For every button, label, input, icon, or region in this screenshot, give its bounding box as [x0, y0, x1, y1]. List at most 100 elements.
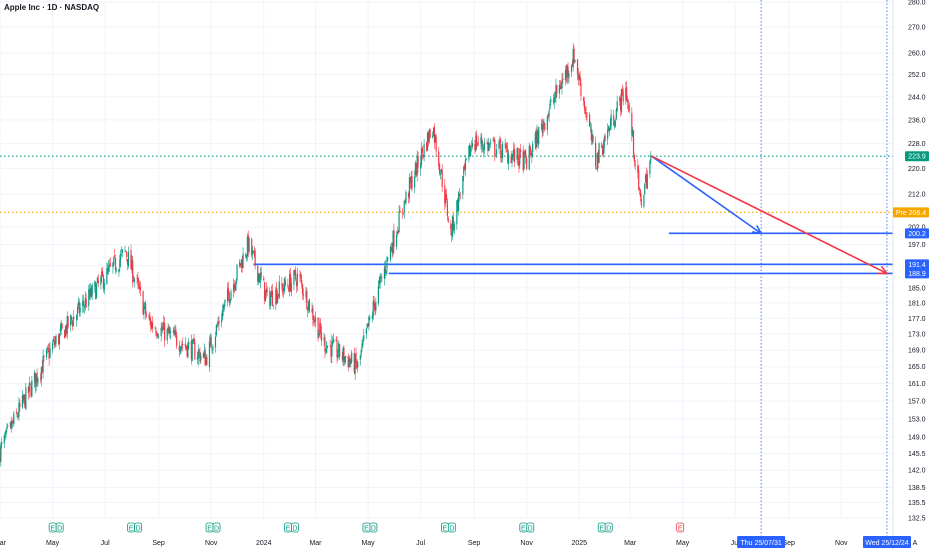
- candle-body: [43, 356, 44, 357]
- candle-body: [499, 140, 500, 143]
- x-tick-label: May: [676, 540, 690, 547]
- candle-body: [577, 60, 578, 75]
- candle-body: [122, 249, 123, 252]
- candle-body: [617, 101, 618, 110]
- candle-body: [634, 155, 635, 162]
- candle-body: [405, 192, 406, 203]
- vertical-date-lines: [761, 0, 887, 536]
- candle-body: [128, 252, 129, 267]
- candle-body: [287, 285, 288, 287]
- x-tick-label: Sep: [152, 540, 165, 547]
- candle-body: [320, 323, 321, 333]
- candle-body: [568, 73, 569, 77]
- candle-body: [143, 306, 144, 313]
- y-tick-label: 252.0: [908, 72, 926, 79]
- candle-body: [179, 346, 180, 351]
- y-tick-label: 169.0: [908, 348, 926, 355]
- candle-body: [439, 165, 440, 174]
- candle-body: [187, 343, 188, 357]
- candle-body: [120, 254, 121, 260]
- candle-body: [638, 170, 639, 189]
- candle-body: [414, 177, 415, 188]
- trend-arrow-line: [652, 156, 761, 233]
- candle-body: [627, 99, 628, 102]
- y-tick-label: 220.0: [908, 166, 926, 173]
- candle-body: [318, 333, 319, 337]
- candle-body: [333, 339, 334, 342]
- candle-body: [217, 325, 218, 326]
- candle-body: [505, 145, 506, 149]
- candle-body: [623, 91, 624, 101]
- candle-body: [531, 153, 532, 156]
- candle-body: [375, 302, 376, 311]
- candle-body: [125, 251, 126, 252]
- candle-body: [649, 161, 650, 174]
- candle-body: [555, 97, 556, 98]
- earnings-badge-label: E: [678, 526, 683, 533]
- candle-body: [71, 317, 72, 320]
- x-tick-label: Sep: [468, 540, 481, 547]
- candle-body: [396, 235, 397, 247]
- candle-body: [524, 150, 525, 154]
- candle-body: [330, 345, 331, 346]
- candle-body: [61, 323, 62, 328]
- candle-body: [542, 124, 543, 133]
- candle-body: [300, 276, 301, 278]
- candle-body: [218, 321, 219, 325]
- candle-body: [96, 284, 97, 298]
- candle-body: [436, 136, 437, 151]
- candle-body: [102, 271, 103, 276]
- time-axis[interactable]: Mar May Jul Sep Nov 2024 Mar May Jul Sep Nov 2025 Ma…: [0, 536, 918, 548]
- candle-body: [615, 121, 616, 126]
- candle-body: [180, 346, 181, 351]
- candle-body: [331, 341, 332, 356]
- candle-body: [104, 283, 105, 290]
- candle-body: [212, 346, 213, 350]
- y-tick-label: 132.5: [908, 516, 926, 523]
- candle-body: [315, 318, 316, 323]
- candle-body: [351, 353, 352, 362]
- y-tick-label: 161.0: [908, 381, 926, 388]
- candle-body: [149, 315, 150, 319]
- candle-body: [598, 143, 599, 162]
- candle-body: [86, 299, 87, 307]
- y-tick-label: 185.0: [908, 285, 926, 292]
- candle-body: [126, 252, 127, 257]
- candle-body: [611, 115, 612, 127]
- candle-body: [74, 318, 75, 319]
- earnings-badge-label: E: [521, 526, 526, 533]
- candle-body: [484, 142, 485, 149]
- candle-body: [422, 148, 423, 153]
- candle-body: [83, 301, 84, 306]
- candle-body: [114, 255, 115, 256]
- candlestick-series: [0, 43, 651, 467]
- candle-body: [381, 278, 382, 279]
- candle-body: [547, 116, 548, 130]
- candle-body: [380, 277, 381, 278]
- candle-body: [194, 343, 195, 359]
- candle-body: [175, 329, 176, 334]
- y-tick-label: 270.0: [908, 25, 926, 32]
- candle-body: [124, 250, 125, 251]
- candle-body: [562, 78, 563, 80]
- y-tick-label: 135.5: [908, 500, 926, 507]
- candle-body: [366, 329, 367, 334]
- candle-body: [110, 263, 111, 266]
- candle-body: [152, 322, 153, 328]
- candle-body: [17, 414, 18, 417]
- candle-body: [193, 339, 194, 343]
- candle-body: [496, 150, 497, 155]
- candle-body: [198, 351, 199, 359]
- y-tick-label: 228.0: [908, 141, 926, 148]
- x-tick-label: Nov: [520, 540, 533, 547]
- candle-body: [517, 148, 518, 160]
- candle-body: [31, 381, 32, 397]
- candle-body: [13, 414, 14, 425]
- trend-arrows[interactable]: [652, 156, 887, 273]
- candle-body: [393, 230, 394, 246]
- candle-body: [360, 355, 361, 359]
- candle-body: [585, 108, 586, 111]
- candle-body: [571, 66, 572, 72]
- price-tag-label: 200.2: [908, 231, 926, 238]
